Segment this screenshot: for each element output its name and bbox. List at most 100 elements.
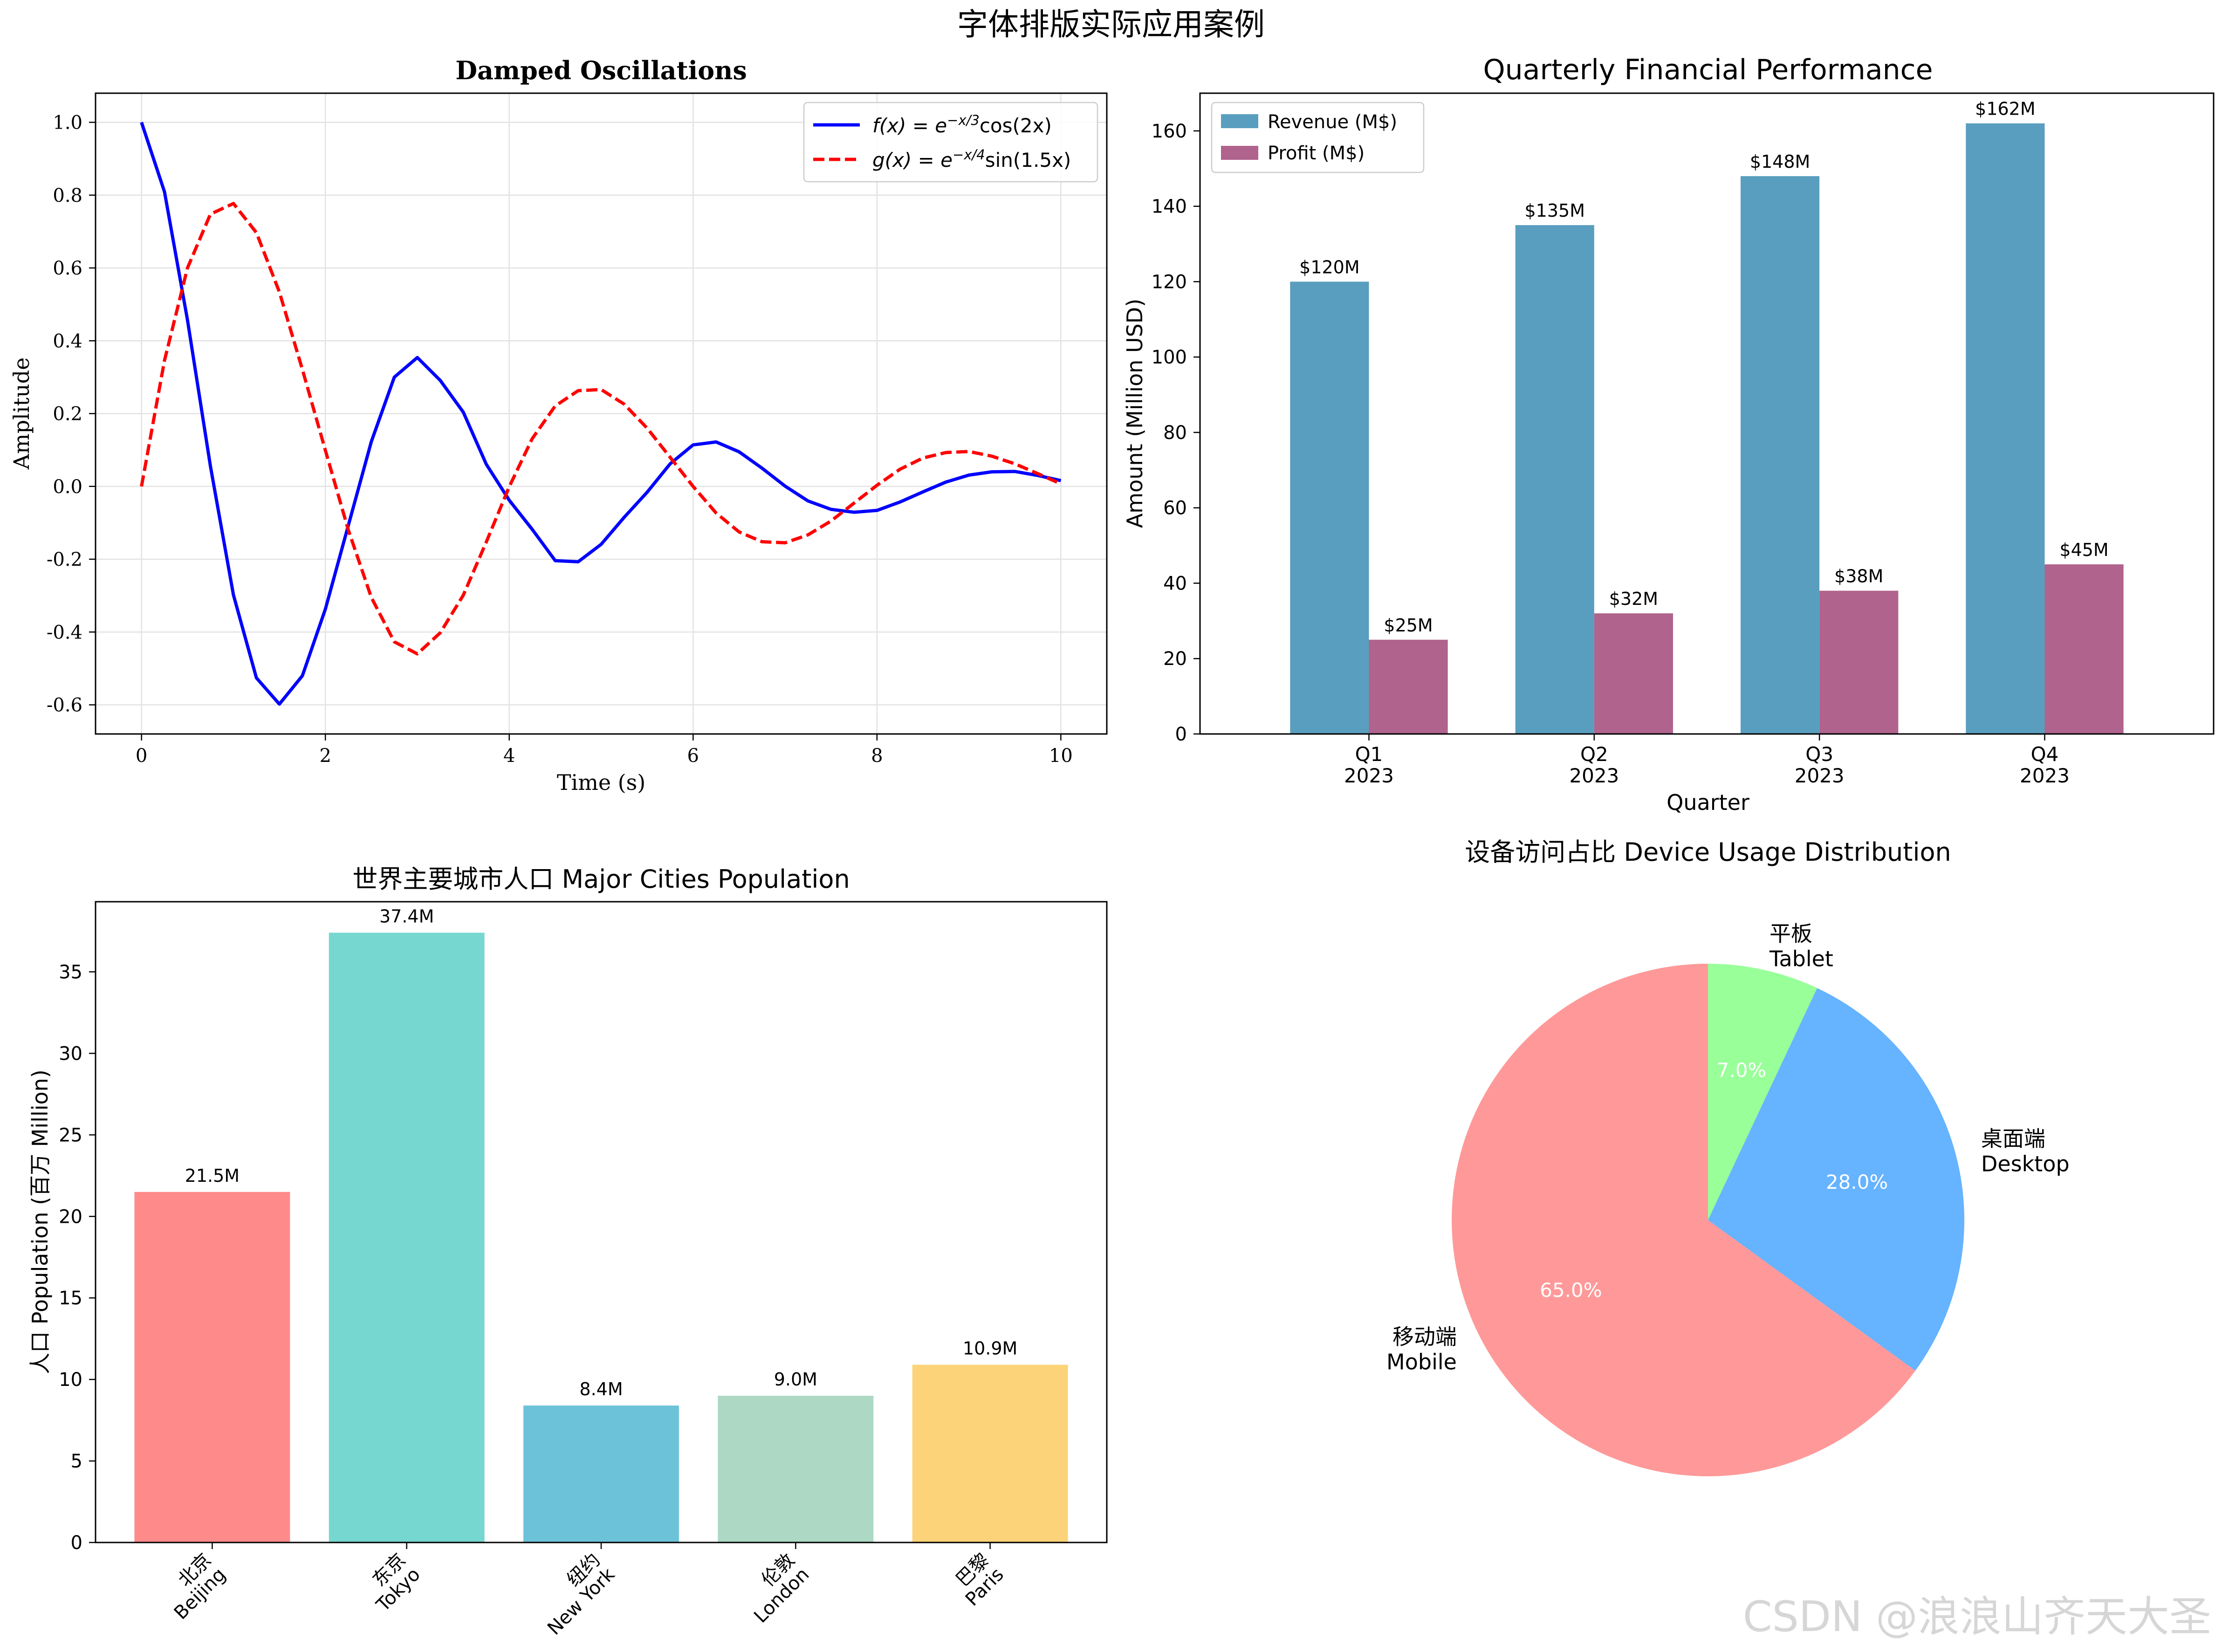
y-tick-label: -0.6 xyxy=(47,695,82,716)
legend: f(x) = e−x/3cos(2x) g(x) = e−x/4sin(1.5x… xyxy=(803,102,1098,183)
y-tick-label: -0.2 xyxy=(47,549,82,570)
chart-title: 设备访问占比 Device Usage Distribution xyxy=(1465,837,1951,867)
y-tick-label: 10 xyxy=(59,1369,82,1391)
legend: Revenue (M$) Profit (M$) xyxy=(1211,102,1425,173)
bar-value-label: 37.4M xyxy=(379,906,434,926)
profit-bar xyxy=(1819,590,1899,734)
bar-value-label: 21.5M xyxy=(185,1165,240,1186)
y-tick-label: 0.8 xyxy=(53,185,82,206)
bar-value-label: $32M xyxy=(1609,589,1658,609)
revenue-bar xyxy=(1290,281,1369,734)
legend-label-f: f(x) = e−x/3cos(2x) xyxy=(872,112,1052,137)
profit-bar xyxy=(1369,639,1448,734)
y-axis-label: Amount (Million USD) xyxy=(1122,299,1147,528)
y-tick-label: 40 xyxy=(1163,573,1187,594)
pie-pct-label: 28.0% xyxy=(1826,1171,1888,1193)
y-tick-label: 1.0 xyxy=(53,112,82,134)
y-tick-label: 80 xyxy=(1163,422,1187,444)
bar-value-label: 10.9M xyxy=(963,1338,1017,1359)
bar-value-label: 8.4M xyxy=(579,1379,623,1399)
y-tick-label: 20 xyxy=(1163,648,1187,670)
city-bar xyxy=(523,1405,679,1542)
y-tick-label: 120 xyxy=(1152,271,1187,293)
bar-value-label: $120M xyxy=(1299,257,1360,277)
x-axis-label: Time (s) xyxy=(557,770,645,795)
y-tick-label: -0.4 xyxy=(47,622,82,643)
y-tick-label: 140 xyxy=(1152,196,1187,218)
y-axis-label: 人口 Population (百万 Million) xyxy=(27,1069,53,1374)
bar-value-label: 9.0M xyxy=(774,1369,817,1390)
city-bar xyxy=(718,1396,874,1542)
y-tick-label: 0.6 xyxy=(53,258,82,279)
x-tick-label-quarter: Q1 xyxy=(1355,743,1383,766)
x-tick-label-year: 2023 xyxy=(1569,764,1619,787)
x-tick-label: 4 xyxy=(503,745,515,767)
y-tick-label: 0.2 xyxy=(53,404,82,425)
quarterly-performance-chart: Quarterly Financial Performance $120M $13… xyxy=(1122,54,2215,815)
bars-group: 21.5M 37.4M 8.4M 9.0M 10.9M xyxy=(134,906,1068,1542)
profit-bar xyxy=(1594,613,1673,734)
revenue-bar xyxy=(1515,225,1594,734)
y-tick-label: 5 xyxy=(71,1451,82,1472)
chart-title: Quarterly Financial Performance xyxy=(1483,54,1933,86)
bar-value-label: $45M xyxy=(2059,540,2108,560)
damped-oscillations-chart: Damped Oscillations 0 2 4 6 8 10-0.6-0.4-0.20… xyxy=(9,55,1108,795)
plot-frame xyxy=(1199,92,2215,735)
x-tick-label-year: 2023 xyxy=(2020,764,2070,787)
pie-pct-label: 65.0% xyxy=(1540,1279,1602,1302)
legend-box xyxy=(1211,102,1425,173)
y-tick-label: 30 xyxy=(59,1043,82,1064)
figure-title: 字体排版实际应用案例 xyxy=(957,7,1265,42)
revenue-bar xyxy=(1966,123,2045,734)
bars-group: $120M $135M $148M $162M $25M $32M $38M $45M xyxy=(1290,99,2124,734)
axis-ticks: 0 2 4 6 8 10 -0.6 -0.4 -0.2 0.0 0.2 0.4 0.6 0.8 1.0 xyxy=(47,112,1073,767)
bar-value-label: $162M xyxy=(1975,99,2036,119)
y-tick-label: 0.4 xyxy=(53,330,82,352)
pie-label-en: Tablet xyxy=(1769,946,1833,972)
series-line-f xyxy=(140,122,1062,706)
legend-label-profit: Profit (M$) xyxy=(1268,143,1365,164)
x-tick-label-year: 2023 xyxy=(1344,764,1394,787)
legend-swatch-revenue xyxy=(1221,114,1258,128)
pie-slice-desktop xyxy=(1708,988,1965,1371)
pie-pct-label: 7.0% xyxy=(1717,1059,1767,1082)
watermark: CSDN @浪浪山齐天大圣 xyxy=(1743,1592,2211,1641)
x-tick-label-quarter: Q4 xyxy=(2031,743,2059,766)
x-tick-label: 0 xyxy=(136,745,147,767)
legend-box xyxy=(803,102,1098,183)
profit-bar xyxy=(2044,564,2124,734)
y-tick-label: 160 xyxy=(1152,121,1187,142)
revenue-bar xyxy=(1741,176,1820,734)
bar-value-label: $38M xyxy=(1834,566,1883,587)
chart-title: 世界主要城市人口 Major Cities Population xyxy=(352,864,850,894)
y-tick-label: 0 xyxy=(1175,724,1187,745)
series-line-g xyxy=(140,202,1062,656)
x-tick-label: 8 xyxy=(871,745,883,767)
legend-label-g: g(x) = e−x/4sin(1.5x) xyxy=(872,147,1071,171)
y-tick-label: 100 xyxy=(1152,347,1187,368)
bar-value-label: $135M xyxy=(1525,200,1585,221)
city-bar xyxy=(329,932,485,1542)
x-tick-label-year: 2023 xyxy=(1795,764,1845,787)
legend-swatch-profit xyxy=(1221,146,1258,160)
pie-slice-mobile xyxy=(1452,964,1915,1477)
pie-label-zh: 移动端 xyxy=(1392,1324,1457,1350)
city-bar xyxy=(912,1364,1068,1542)
city-population-chart: 世界主要城市人口 Major Cities Population 21.5M 37… xyxy=(27,864,1108,1639)
pie-label-en: Desktop xyxy=(1981,1152,2070,1177)
x-tick-label: 6 xyxy=(687,745,699,767)
y-tick-label: 0.0 xyxy=(53,476,82,498)
y-tick-label: 35 xyxy=(59,961,82,983)
y-tick-label: 20 xyxy=(59,1206,82,1227)
x-tick-label: 2 xyxy=(319,745,331,767)
pie-label-en: Mobile xyxy=(1386,1350,1457,1375)
grid xyxy=(96,93,1107,734)
series-group xyxy=(140,122,1062,706)
device-usage-pie-chart: 设备访问占比 Device Usage Distribution 65.0% 移动… xyxy=(1386,837,2070,1477)
